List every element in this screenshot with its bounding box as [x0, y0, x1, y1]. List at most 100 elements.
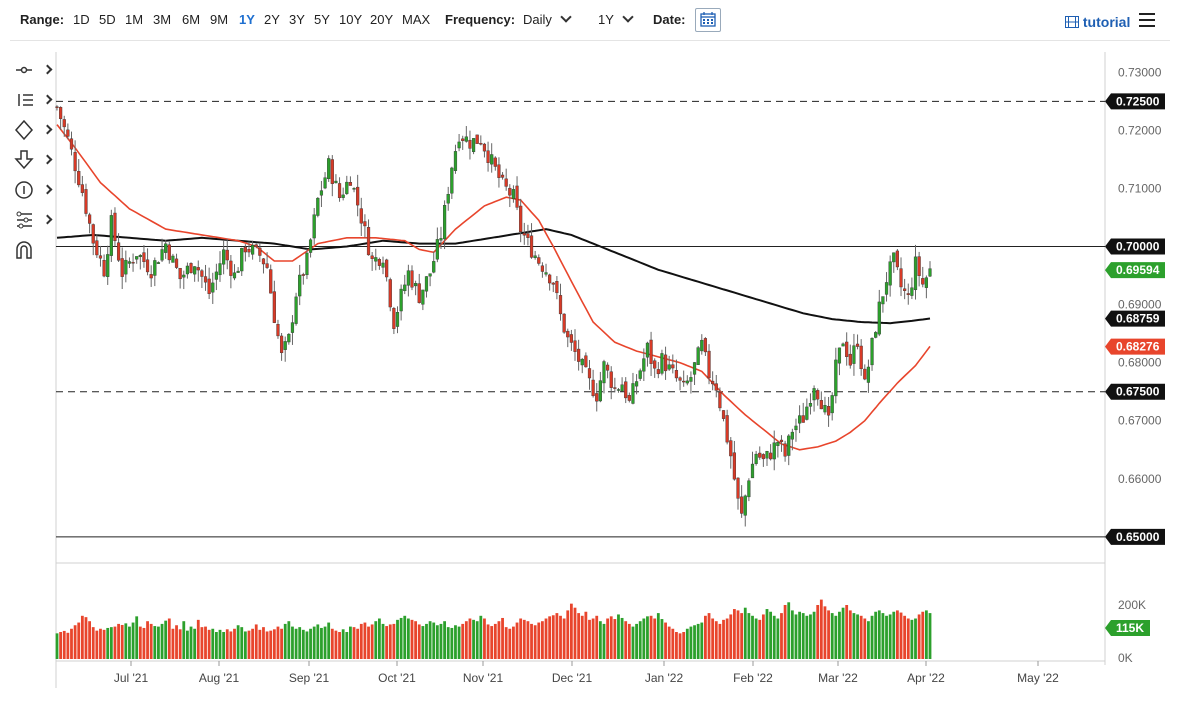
candle — [403, 284, 407, 292]
hamburger-menu-icon[interactable] — [1139, 13, 1155, 31]
candle — [287, 333, 291, 343]
volume-bar — [258, 629, 262, 659]
candle — [624, 381, 628, 399]
range-5y[interactable]: 5Y — [314, 12, 330, 27]
volume-bar — [330, 628, 334, 659]
volume-bar — [689, 626, 693, 659]
volume-bar — [164, 620, 168, 659]
volume-bar — [747, 613, 751, 659]
candle — [395, 312, 400, 327]
range-10y[interactable]: 10Y — [339, 12, 363, 27]
volume-bar — [867, 621, 870, 659]
candle — [609, 371, 613, 388]
volume-bar — [812, 611, 816, 659]
candle — [587, 368, 592, 379]
range-1d[interactable]: 1D — [73, 12, 90, 27]
volume-bar — [59, 632, 63, 659]
candle — [95, 240, 99, 256]
volume-bar — [892, 611, 896, 659]
level-label: 0.70000 — [1116, 240, 1160, 254]
candle — [167, 244, 171, 261]
candle — [308, 239, 313, 253]
volume-bar — [157, 626, 160, 659]
range-6m[interactable]: 6M — [182, 12, 201, 27]
candle — [193, 266, 197, 275]
volume-bar — [120, 624, 124, 659]
x-tick-label: Sep '21 — [289, 671, 330, 685]
candle — [638, 370, 642, 379]
candle — [888, 261, 892, 286]
volume-bar — [417, 624, 421, 659]
period-select[interactable]: 1Y — [598, 11, 634, 27]
volume-bar — [243, 631, 247, 659]
volume-bar — [714, 621, 718, 659]
volume-bar — [327, 622, 331, 659]
candle — [316, 197, 320, 216]
range-1y[interactable]: 1Y — [239, 12, 255, 27]
crosshair-tool[interactable] — [14, 58, 54, 82]
candle — [102, 260, 106, 277]
range-1m[interactable]: 1M — [125, 12, 144, 27]
candle — [667, 364, 671, 370]
volume-bar — [392, 623, 396, 659]
range-2y[interactable]: 2Y — [264, 12, 280, 27]
range-3m[interactable]: 3M — [153, 12, 172, 27]
sma50-line — [56, 124, 931, 451]
volume-bar — [707, 613, 711, 659]
range-3y[interactable]: 3Y — [289, 12, 305, 27]
volume-bar — [276, 626, 280, 659]
candle — [569, 334, 573, 343]
frequency-select[interactable]: Daily — [523, 11, 572, 27]
candle — [580, 358, 584, 366]
volume-bar — [425, 623, 428, 659]
candle — [421, 289, 425, 305]
calendar-button[interactable] — [695, 8, 721, 32]
candle — [442, 205, 447, 240]
volume-bar — [222, 632, 226, 659]
volume-bar — [352, 627, 356, 659]
volume-bar — [287, 621, 291, 659]
range-max[interactable]: MAX — [402, 12, 431, 27]
candle — [692, 362, 697, 375]
volume-bar — [830, 613, 834, 659]
candle — [906, 293, 910, 295]
shape-tools[interactable] — [14, 118, 54, 142]
range-5d[interactable]: 5D — [99, 12, 116, 27]
annotation-tool[interactable] — [14, 178, 54, 202]
volume-bar — [457, 626, 461, 659]
volume-bar — [301, 629, 305, 659]
candle — [718, 391, 722, 409]
candle — [417, 283, 421, 303]
volume-bar — [312, 626, 316, 659]
magnet-tool[interactable] — [14, 238, 54, 262]
candle — [106, 254, 110, 277]
y-tick-label: 0.73000 — [1118, 65, 1162, 79]
candle — [211, 282, 215, 293]
fibonacci-tool[interactable] — [14, 208, 54, 232]
volume-bar — [298, 627, 302, 659]
line-tools[interactable] — [14, 88, 54, 112]
candle — [145, 259, 150, 273]
tutorial-link[interactable]: tutorial — [1065, 14, 1130, 30]
range-20y[interactable]: 20Y — [370, 12, 394, 27]
volume-bar — [682, 632, 686, 659]
film-icon — [1065, 16, 1079, 28]
candle — [602, 361, 606, 384]
candle — [508, 187, 512, 196]
candle — [131, 262, 135, 264]
y-tick-label: 0.66000 — [1118, 472, 1162, 486]
frequency-value: Daily — [523, 12, 552, 27]
candle — [736, 477, 740, 499]
volume-bar — [646, 616, 649, 659]
volume-bar — [541, 621, 544, 659]
candle — [432, 261, 436, 273]
volume-bar — [334, 630, 338, 659]
sma50-tag — [1105, 338, 1165, 355]
candle — [533, 255, 537, 259]
volume-bar — [207, 629, 211, 659]
volume-bar — [704, 615, 707, 659]
range-9m[interactable]: 9M — [210, 12, 229, 27]
arrow-tool[interactable] — [14, 148, 54, 172]
volume-bar — [631, 626, 635, 659]
